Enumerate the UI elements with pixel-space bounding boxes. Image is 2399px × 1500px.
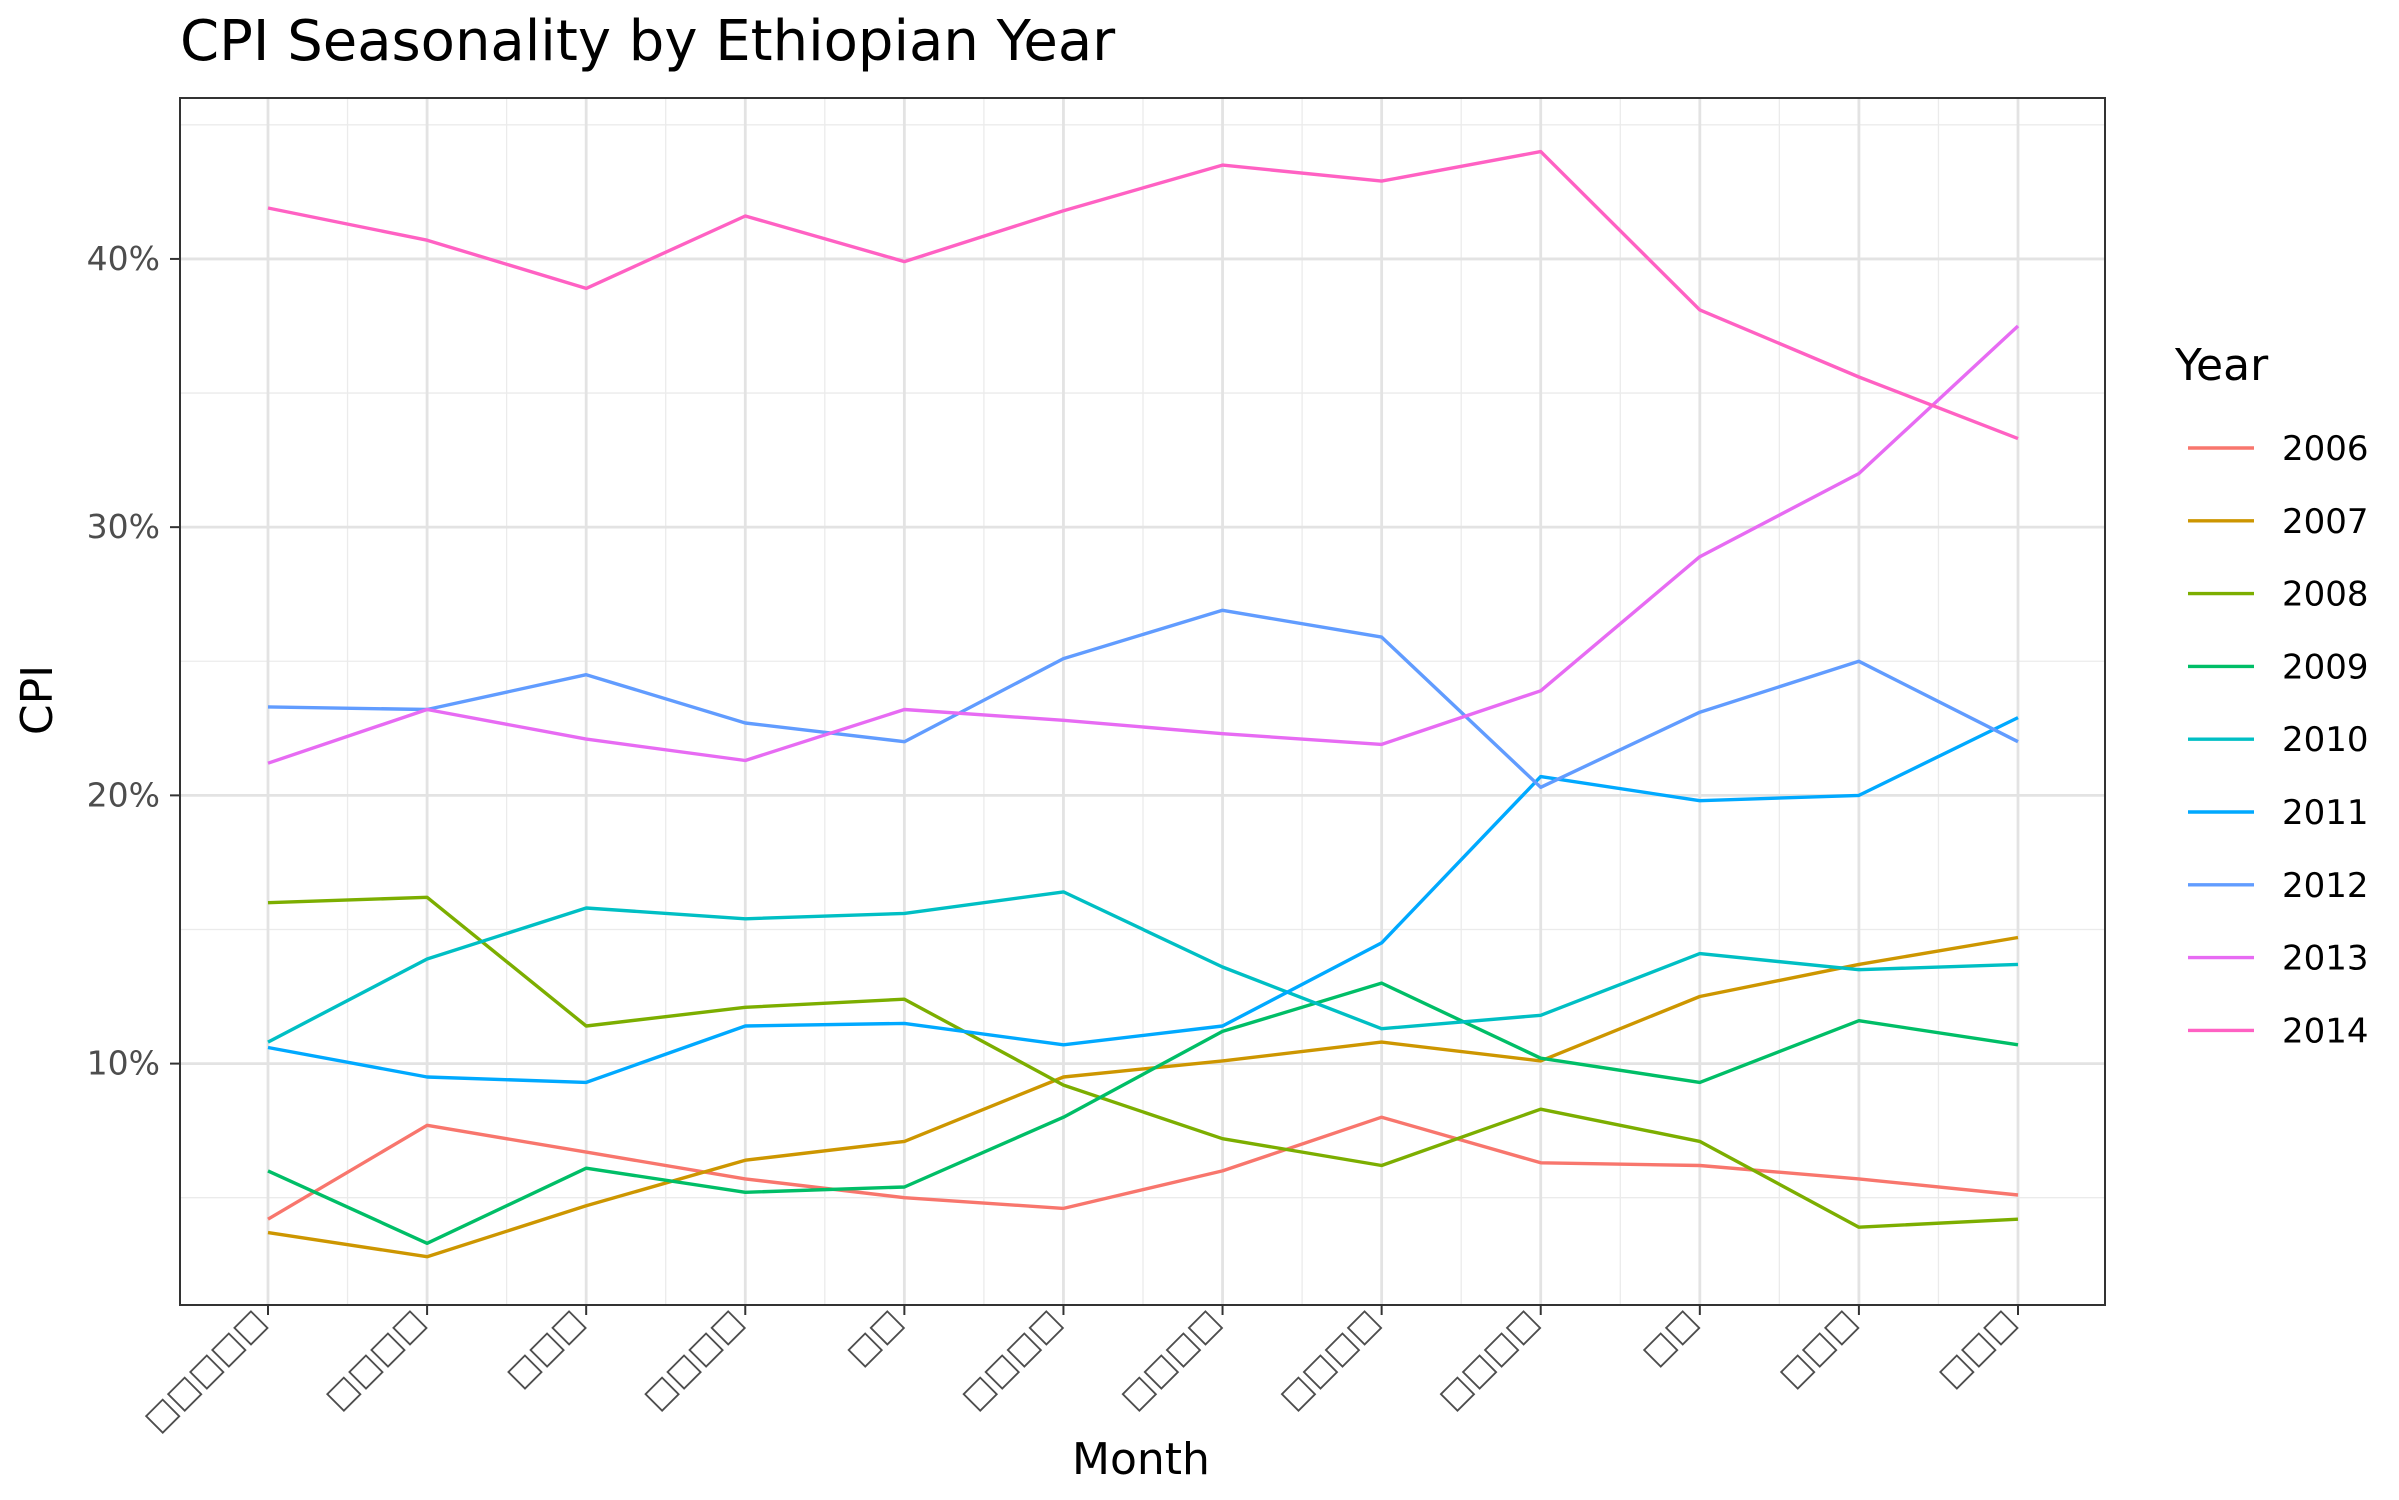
x-tick-label: □□□□ xyxy=(1112,1301,1228,1417)
x-tick-label: □□□□ xyxy=(953,1301,1069,1417)
x-tick-label-text: □□□□ xyxy=(1431,1301,1547,1417)
x-tick-label-text: □□□ xyxy=(1771,1301,1865,1395)
x-tick-label-text: □□ xyxy=(838,1301,910,1373)
series-line-2007 xyxy=(267,935,2019,1259)
series-line-2012 xyxy=(267,608,2019,789)
x-axis: □□□□□ □□□□ □□□ □□□□ □□ □□□□ □□□□ □□□□ □□□□ □□ □□□ □… xyxy=(136,1301,2024,1439)
chart-title: CPI Seasonality by Ethiopian Year xyxy=(180,9,1116,74)
x-tick-label: □□□□□ xyxy=(136,1301,274,1439)
legend-title: Year xyxy=(2174,340,2269,391)
legend-item-2006: 2006 xyxy=(2188,429,2369,469)
x-tick-label: □□ xyxy=(1634,1301,1706,1373)
x-tick-label-text: □□□□ xyxy=(1112,1301,1228,1417)
plot-panel xyxy=(179,97,2106,1306)
x-tick-label-text: □□□□ xyxy=(1272,1301,1388,1417)
x-tick-label-text: □□□ xyxy=(498,1301,592,1395)
x-tick-label: □□□ xyxy=(1771,1301,1865,1395)
y-tick-label: 40% xyxy=(87,239,160,278)
x-tick-label-text: □□□□ xyxy=(317,1301,433,1417)
legend-item-2009: 2009 xyxy=(2188,647,2369,687)
series-line-2010 xyxy=(267,890,2019,1044)
legend: Year 2006 2007 2008 2009 2010 2011 2012 2013 201… xyxy=(2174,340,2369,1051)
legend-label-2013: 2013 xyxy=(2282,939,2369,979)
series-line-2014 xyxy=(267,149,2019,441)
x-tick-label: □□□□ xyxy=(1431,1301,1547,1417)
series-line-2009 xyxy=(267,981,2019,1246)
series-layer xyxy=(267,149,2020,1259)
x-tick-label-text: □□□□ xyxy=(953,1301,1069,1417)
legend-item-2007: 2007 xyxy=(2188,502,2369,542)
x-tick-label: □□□□ xyxy=(1272,1301,1388,1417)
x-tick-label: □□ xyxy=(838,1301,910,1373)
x-axis-title: Month xyxy=(1072,1434,1210,1485)
legend-item-2011: 2011 xyxy=(2188,793,2369,833)
x-tick-label-text: □□□ xyxy=(1930,1301,2024,1395)
legend-label-2008: 2008 xyxy=(2282,575,2369,615)
legend-item-2010: 2010 xyxy=(2188,720,2369,760)
series-line-2008 xyxy=(267,895,2019,1229)
legend-label-2014: 2014 xyxy=(2282,1011,2369,1051)
legend-label-2006: 2006 xyxy=(2282,429,2369,469)
y-tick-label: 20% xyxy=(87,775,160,814)
legend-label-2011: 2011 xyxy=(2282,793,2369,833)
legend-item-2014: 2014 xyxy=(2188,1011,2369,1051)
x-tick-label-text: □□□□ xyxy=(635,1301,751,1417)
series-line-2011 xyxy=(267,716,2019,1085)
legend-label-2010: 2010 xyxy=(2282,720,2369,760)
x-tick-label-text: □□ xyxy=(1634,1301,1706,1373)
y-axis-title: CPI xyxy=(12,665,63,735)
y-axis: 10% 20% 30% 40% xyxy=(87,239,180,1083)
legend-item-2013: 2013 xyxy=(2188,939,2369,979)
legend-item-2012: 2012 xyxy=(2188,866,2369,906)
plot-border xyxy=(179,97,2106,1306)
x-tick-label: □□□□ xyxy=(635,1301,751,1417)
x-tick-label-text: □□□□□ xyxy=(136,1301,274,1439)
legend-label-2009: 2009 xyxy=(2282,647,2369,687)
legend-label-2012: 2012 xyxy=(2282,866,2369,906)
y-tick-label: 30% xyxy=(87,507,160,546)
y-tick-label: 10% xyxy=(87,1044,160,1083)
x-tick-label: □□□ xyxy=(1930,1301,2024,1395)
legend-label-2007: 2007 xyxy=(2282,502,2369,542)
x-tick-label: □□□ xyxy=(498,1301,592,1395)
series-line-2013 xyxy=(267,324,2020,765)
series-line-2006 xyxy=(267,1115,2019,1221)
x-tick-label: □□□□ xyxy=(317,1301,433,1417)
legend-item-2008: 2008 xyxy=(2188,575,2369,615)
